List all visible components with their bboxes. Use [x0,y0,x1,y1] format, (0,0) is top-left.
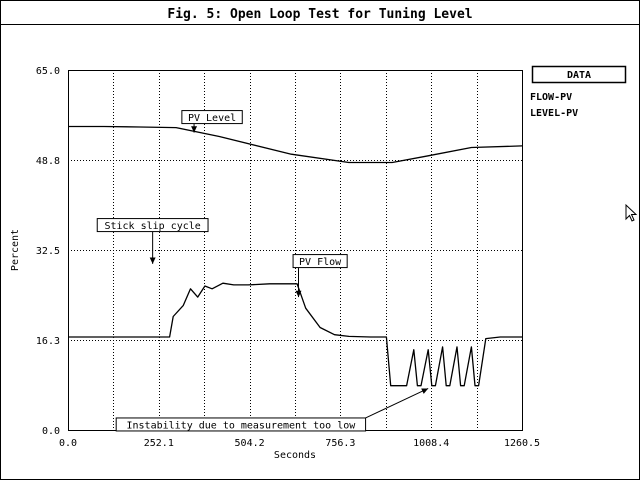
y-tick-labels: 0.0 16.3 32.5 48.8 65.0 [36,66,60,437]
x-axis-label: Seconds [274,450,316,461]
y-tick-label: 48.8 [36,156,60,167]
series-line-flow-pv [68,282,522,387]
legend-title: DATA [567,70,591,81]
series-layer [68,125,523,387]
x-tick-label: 0.0 [59,438,77,449]
y-tick-label: 0.0 [42,426,60,437]
annotation-arrowhead [421,388,429,394]
annotation-label: Instability due to measurement too low [126,420,356,431]
annotation-box [115,417,367,432]
annotation-box [292,254,348,269]
annotation-label: Stick slip cycle [104,221,200,232]
legend-entry-level: LEVEL-PV [530,108,578,119]
y-tick-label: 16.3 [36,336,60,347]
legend-title-box [531,65,627,84]
annotation-box [181,110,243,125]
x-tick-label: 1008.4 [413,438,449,449]
chart-title: Fig. 5: Open Loop Test for Tuning Level [167,7,472,22]
annotation-box [96,218,209,233]
series-line-level-pv [68,125,523,164]
x-tick-label: 252.1 [144,438,174,449]
x-tick-label: 1260.5 [504,438,540,449]
annotation-arrowhead [149,257,156,264]
annotation-arrowhead [191,126,198,133]
x-tick-labels: 0.0 252.1 504.2 756.3 1008.4 1260.5 [59,438,540,449]
x-tick-label: 756.3 [325,438,355,449]
x-tick-label: 504.2 [235,438,265,449]
annotation-layer: PV Level Stick slip cycle PV Flow Instabili… [96,110,429,432]
legend-entry-flow: FLOW-PV [530,92,572,103]
y-axis-label: Percent [10,229,21,271]
annotation-leader [365,388,429,419]
mouse-pointer-icon [625,203,638,222]
annotation-label: PV Level [188,113,236,124]
annotation-label: PV Flow [299,257,342,268]
y-tick-label: 32.5 [36,246,60,257]
annotation-arrowhead [295,290,302,298]
y-tick-label: 65.0 [36,66,60,77]
grid-layer [68,70,522,430]
